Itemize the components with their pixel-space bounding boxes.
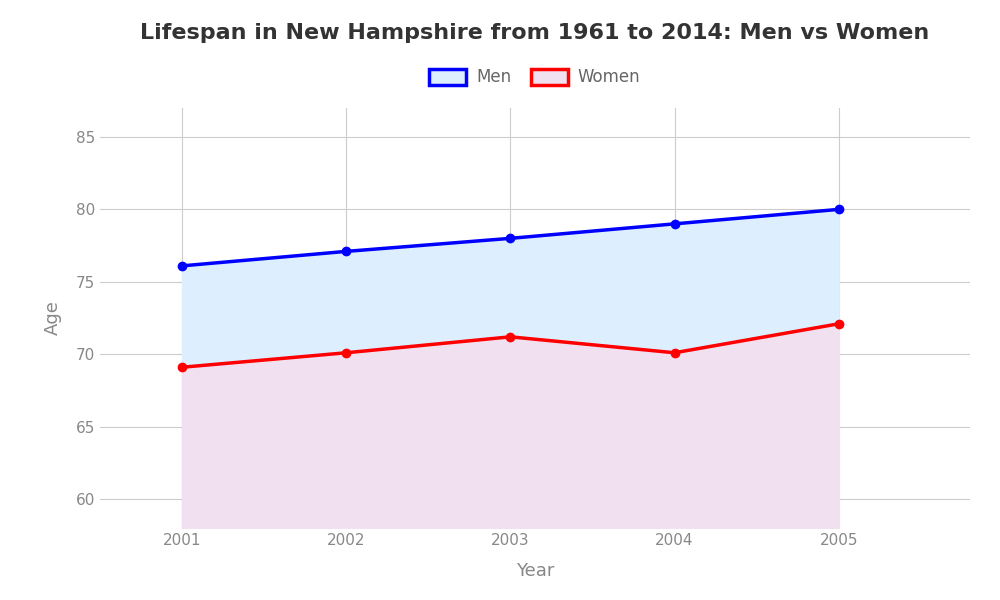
Title: Lifespan in New Hampshire from 1961 to 2014: Men vs Women: Lifespan in New Hampshire from 1961 to 2… bbox=[140, 23, 930, 43]
Y-axis label: Age: Age bbox=[44, 301, 62, 335]
X-axis label: Year: Year bbox=[516, 562, 554, 580]
Legend: Men, Women: Men, Women bbox=[423, 62, 647, 93]
